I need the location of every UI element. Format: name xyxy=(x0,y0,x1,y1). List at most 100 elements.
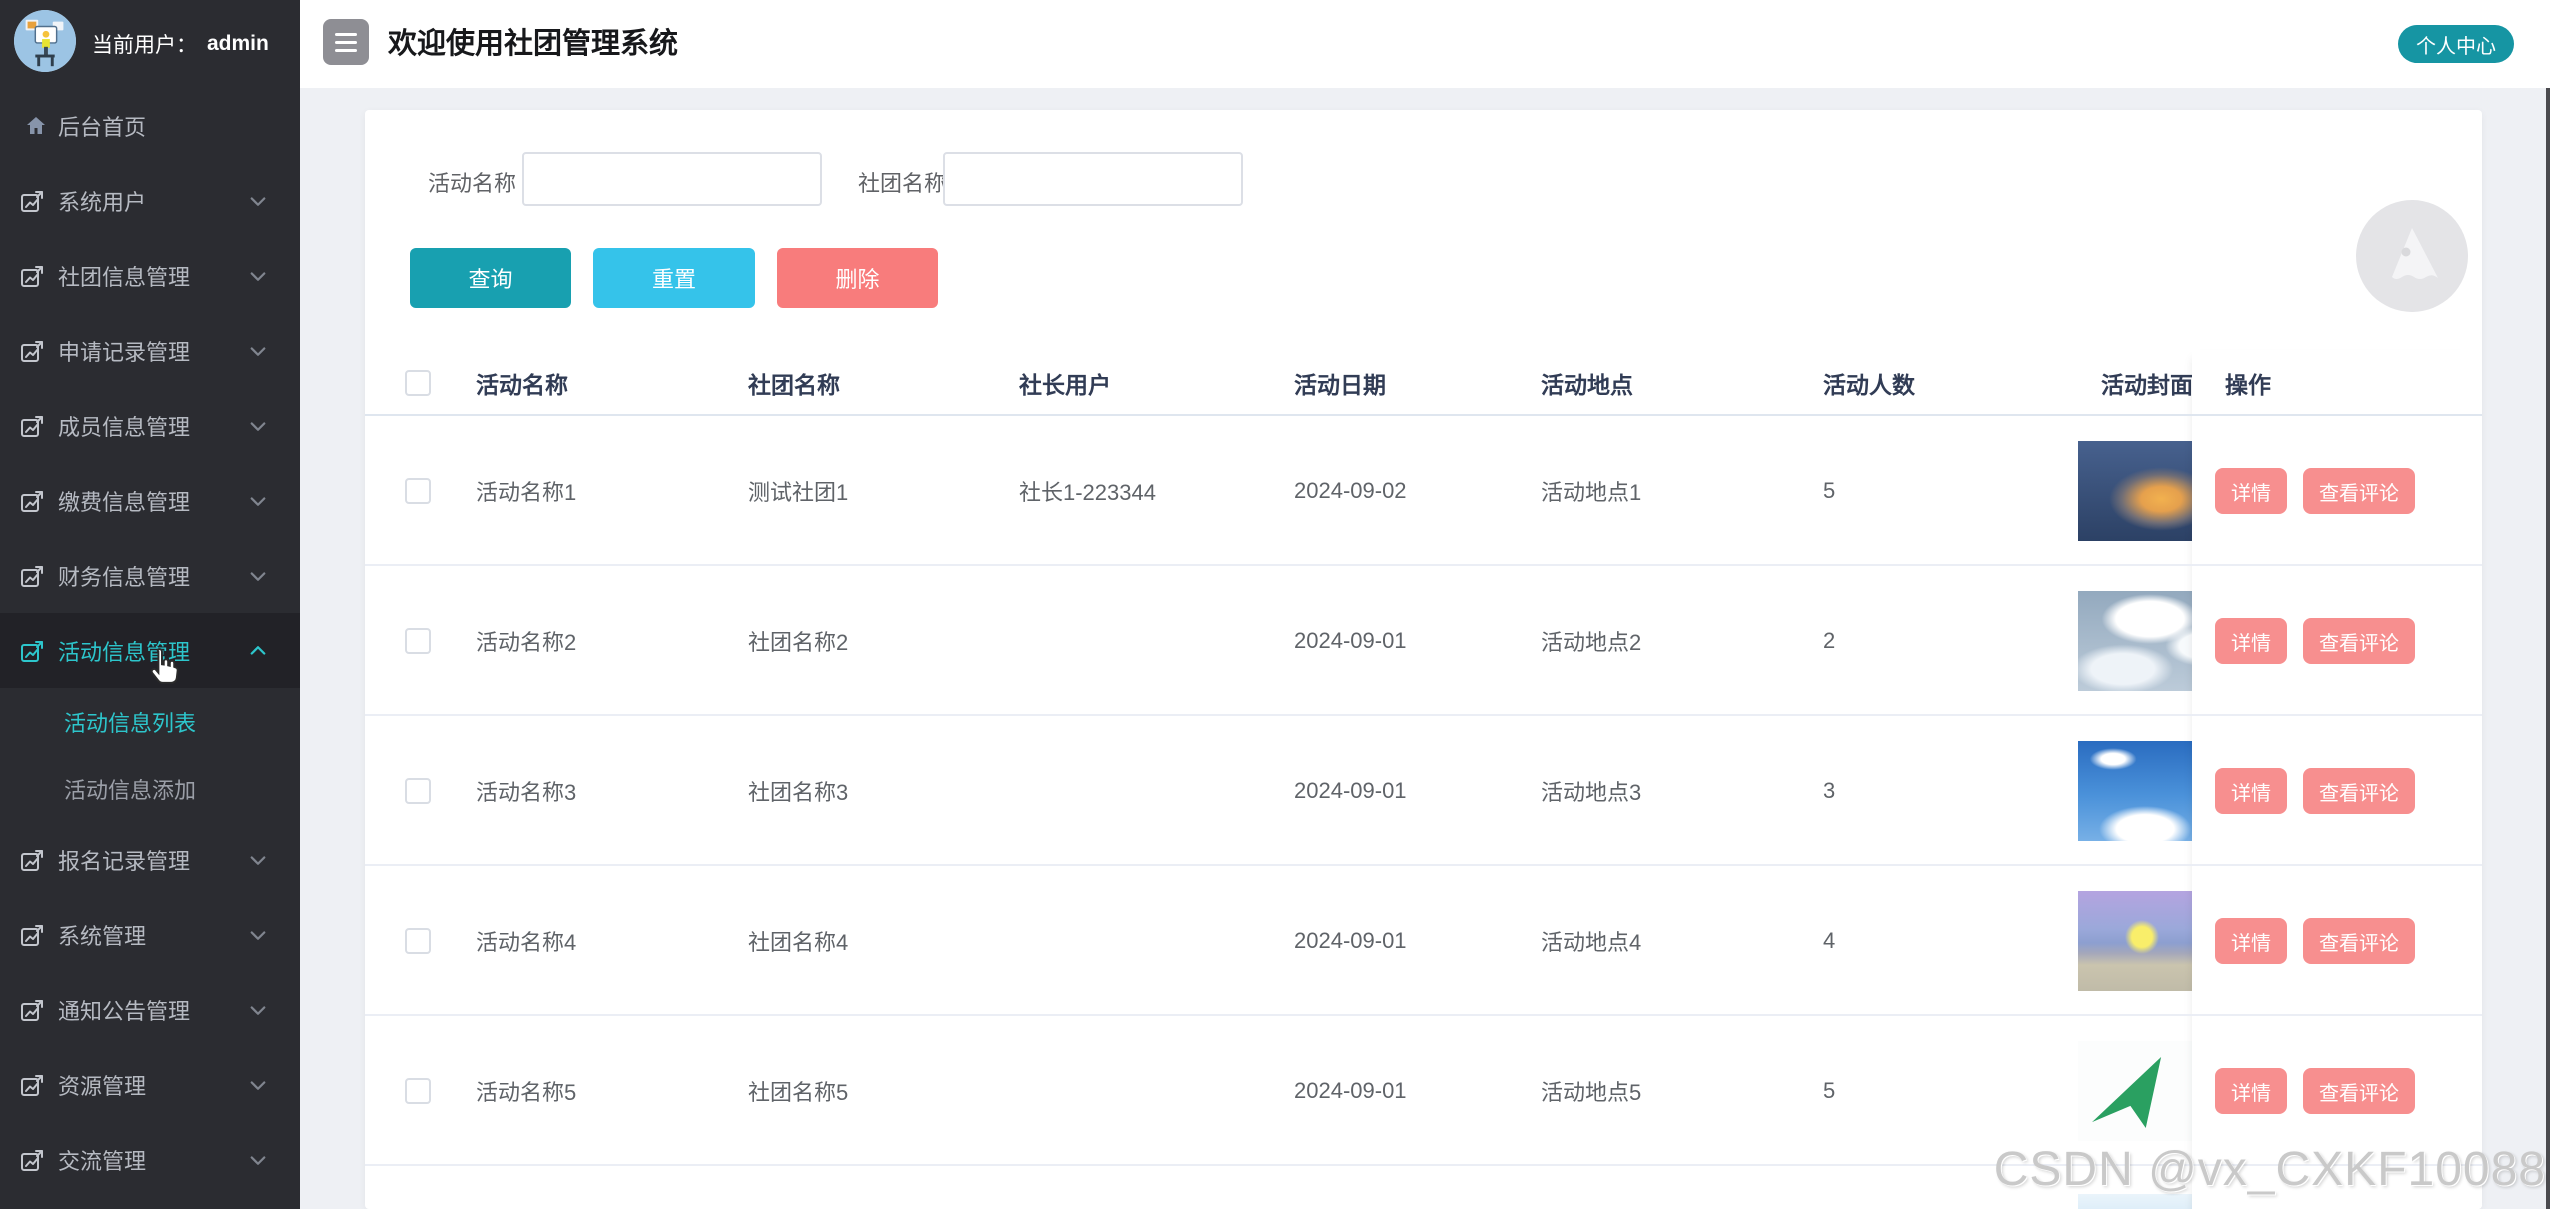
avatar-illustration xyxy=(14,10,76,72)
club-name-label: 社团名称 xyxy=(858,171,947,196)
table-row: 活动名称4 社团名称4 2024-09-01 活动地点4 4 详情 查看评论 xyxy=(365,866,2482,1016)
cell-activity-count: 3 xyxy=(1823,778,1836,803)
chart-icon xyxy=(18,846,46,874)
current-user-name: admin xyxy=(207,32,269,55)
row-operations: 详情 查看评论 xyxy=(2215,468,2415,514)
cell-activity-place: 活动地点4 xyxy=(1541,930,1642,955)
row-checkbox[interactable] xyxy=(405,928,431,954)
detail-button[interactable]: 详情 xyxy=(2215,1068,2287,1114)
sidebar-item-resource-mgmt[interactable]: 资源管理 xyxy=(0,1047,300,1122)
sidebar-item-activity-info[interactable]: 活动信息管理 xyxy=(0,613,300,688)
chart-icon xyxy=(18,412,46,440)
chart-icon xyxy=(18,562,46,590)
table-body: 活动名称1 测试社团1 社长1-223344 2024-09-02 活动地点1 … xyxy=(365,416,2482,1209)
chart-icon xyxy=(18,1146,46,1174)
menu-toggle-button[interactable] xyxy=(323,19,369,65)
sidebar-item-system-users[interactable]: 系统用户 xyxy=(0,163,300,238)
chart-icon xyxy=(18,996,46,1024)
sidebar-item-system-mgmt[interactable]: 系统管理 xyxy=(0,897,300,972)
chevron-down-icon xyxy=(248,341,268,361)
sidebar-subitem-activity-list[interactable]: 活动信息列表 xyxy=(64,710,197,736)
table-header-row: 活动名称 社团名称 社长用户 活动日期 活动地点 活动人数 活动封面 操作 xyxy=(365,350,2482,416)
sidebar-subitem-activity-add[interactable]: 活动信息添加 xyxy=(64,777,197,803)
sidebar-item-home[interactable]: 后台首页 xyxy=(0,88,300,163)
reset-button[interactable]: 重置 xyxy=(593,248,755,308)
search-button[interactable]: 查询 xyxy=(410,248,571,308)
row-checkbox[interactable] xyxy=(405,478,431,504)
sidebar-item-club-info[interactable]: 社团信息管理 xyxy=(0,238,300,313)
row-operations: 详情 查看评论 xyxy=(2215,768,2415,814)
chevron-down-icon xyxy=(248,925,268,945)
search-form: 活动名称 社团名称 查询 重置 删除 xyxy=(365,110,2482,350)
activity-name-input[interactable] xyxy=(522,152,822,206)
cell-activity-date: 2024-09-01 xyxy=(1294,628,1407,653)
cell-activity-name: 活动名称4 xyxy=(476,930,577,955)
club-name-input[interactable] xyxy=(943,152,1243,206)
cell-activity-count: 4 xyxy=(1823,928,1836,953)
user-avatar xyxy=(14,10,76,72)
row-checkbox[interactable] xyxy=(405,1078,431,1104)
row-operations: 详情 查看评论 xyxy=(2215,618,2415,664)
chart-icon xyxy=(18,637,46,665)
csdn-watermark: CSDN @vx_CXKF10088 xyxy=(1993,1143,2546,1196)
view-comments-button[interactable]: 查看评论 xyxy=(2303,468,2415,514)
sidebar-item-application-records[interactable]: 申请记录管理 xyxy=(0,313,300,388)
select-all-checkbox[interactable] xyxy=(405,370,431,396)
home-icon xyxy=(27,116,45,134)
sidebar: 当前用户： admin 后台首页 系统用户 xyxy=(0,0,300,1209)
floating-widget-button[interactable] xyxy=(2356,200,2468,312)
cell-activity-place: 活动地点2 xyxy=(1541,630,1642,655)
ghost-icon xyxy=(2356,200,2468,312)
chart-icon xyxy=(18,337,46,365)
col-activity-count: 活动人数 xyxy=(1823,372,1915,398)
cell-activity-count: 5 xyxy=(1823,478,1836,503)
chevron-down-icon xyxy=(248,416,268,436)
view-comments-button[interactable]: 查看评论 xyxy=(2303,768,2415,814)
col-leader-user: 社长用户 xyxy=(1019,372,1111,398)
detail-button[interactable]: 详情 xyxy=(2215,918,2287,964)
table-row: 活动名称1 测试社团1 社长1-223344 2024-09-02 活动地点1 … xyxy=(365,416,2482,566)
col-activity-name: 活动名称 xyxy=(476,372,568,398)
row-checkbox[interactable] xyxy=(405,628,431,654)
content-card: 活动名称 社团名称 查询 重置 删除 活动名称 社团名称 社长用户 活动日期 活… xyxy=(365,110,2482,1209)
home-icon xyxy=(24,114,48,138)
mouse-cursor xyxy=(150,648,179,684)
detail-button[interactable]: 详情 xyxy=(2215,468,2287,514)
cell-activity-name: 活动名称2 xyxy=(476,630,577,655)
chevron-up-icon xyxy=(248,641,268,661)
chevron-down-icon xyxy=(248,266,268,286)
table-row: 活动名称5 社团名称5 2024-09-01 活动地点5 5 详情 查看评论 xyxy=(365,1016,2482,1166)
delete-button[interactable]: 删除 xyxy=(777,248,938,308)
sidebar-item-payment-info[interactable]: 缴费信息管理 xyxy=(0,463,300,538)
row-operations: 详情 查看评论 xyxy=(2215,918,2415,964)
top-bar: 欢迎使用社团管理系统 个人中心 xyxy=(300,0,2550,88)
cell-club-name: 社团名称5 xyxy=(748,1080,849,1105)
row-checkbox[interactable] xyxy=(405,778,431,804)
col-activity-date: 活动日期 xyxy=(1294,372,1386,398)
col-activity-cover: 活动封面 xyxy=(2101,372,2193,398)
detail-button[interactable]: 详情 xyxy=(2215,618,2287,664)
cell-activity-place: 活动地点5 xyxy=(1541,1080,1642,1105)
sidebar-item-communication-mgmt[interactable]: 交流管理 xyxy=(0,1122,300,1197)
chart-icon xyxy=(18,1071,46,1099)
sidebar-user-row: 当前用户： admin xyxy=(0,0,300,88)
sidebar-menu: 后台首页 系统用户 社团信息管理 xyxy=(0,88,300,1197)
sidebar-item-registration-records[interactable]: 报名记录管理 xyxy=(0,822,300,897)
view-comments-button[interactable]: 查看评论 xyxy=(2303,918,2415,964)
cell-activity-name: 活动名称1 xyxy=(476,480,577,505)
chevron-down-icon xyxy=(248,850,268,870)
profile-center-button[interactable]: 个人中心 xyxy=(2398,25,2514,63)
sidebar-item-member-info[interactable]: 成员信息管理 xyxy=(0,388,300,463)
sidebar-item-finance-info[interactable]: 财务信息管理 xyxy=(0,538,300,613)
right-edge-strip xyxy=(2546,88,2550,1209)
cell-activity-date: 2024-09-01 xyxy=(1294,1078,1407,1103)
detail-button[interactable]: 详情 xyxy=(2215,768,2287,814)
col-activity-place: 活动地点 xyxy=(1541,372,1633,398)
cell-activity-date: 2024-09-02 xyxy=(1294,478,1407,503)
view-comments-button[interactable]: 查看评论 xyxy=(2303,618,2415,664)
cell-club-name: 社团名称4 xyxy=(748,930,849,955)
cell-activity-place: 活动地点3 xyxy=(1541,780,1642,805)
view-comments-button[interactable]: 查看评论 xyxy=(2303,1068,2415,1114)
sidebar-item-notice-mgmt[interactable]: 通知公告管理 xyxy=(0,972,300,1047)
chevron-down-icon xyxy=(248,566,268,586)
